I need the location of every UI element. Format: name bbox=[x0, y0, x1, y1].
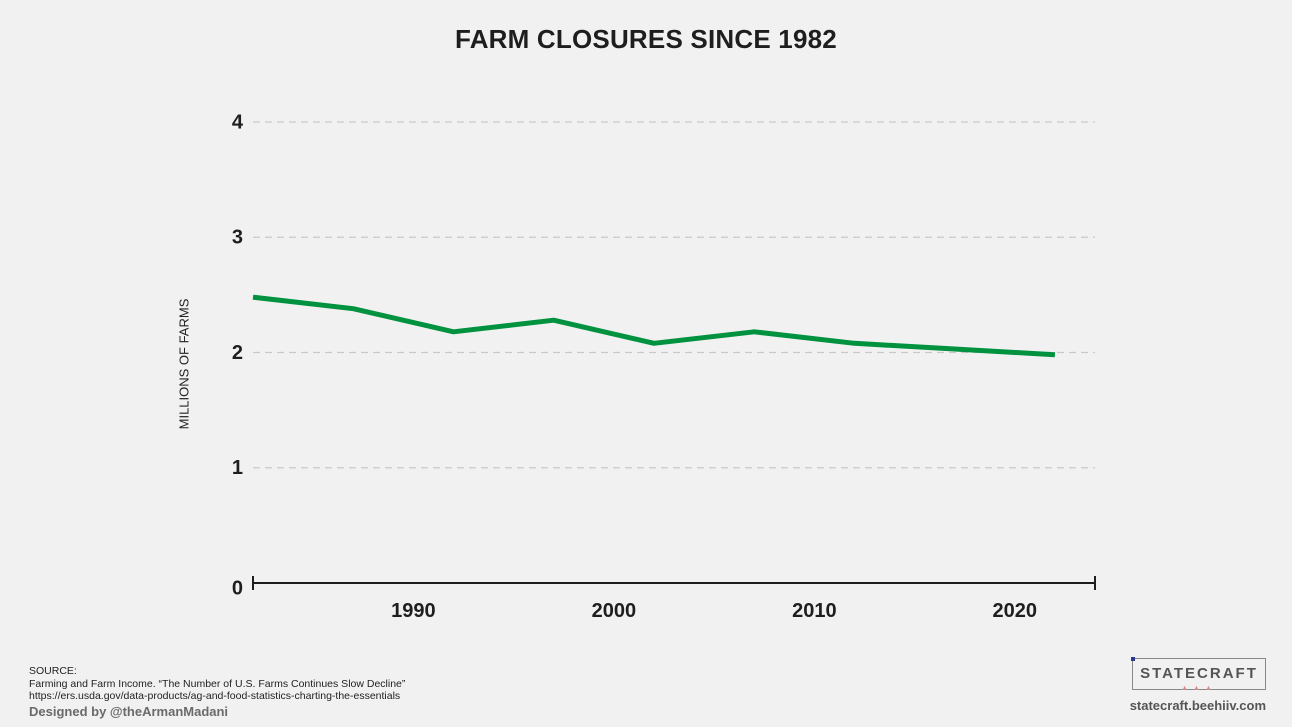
statecraft-logo: STATECRAFT ▲▲▲ bbox=[1131, 657, 1266, 692]
source-note: SOURCE: Farming and Farm Income. “The Nu… bbox=[29, 665, 405, 703]
logo-dot bbox=[1131, 657, 1135, 661]
source-title: Farming and Farm Income. “The Number of … bbox=[29, 677, 406, 690]
gridlines bbox=[253, 121, 1095, 469]
designer-credit: Designed by @theArmanMadani bbox=[29, 704, 229, 719]
series-line-0 bbox=[252, 294, 1056, 358]
logo-triangles: ▲▲▲ bbox=[1181, 685, 1217, 692]
brand-url: statecraft.beehiiv.com bbox=[1129, 698, 1266, 713]
y-tick-label: 0 bbox=[232, 577, 243, 599]
y-tick-label: 4 bbox=[232, 111, 244, 133]
x-tick-label: 2000 bbox=[592, 600, 637, 622]
x-axis-ticks: 1990 2000 2010 2020 bbox=[391, 600, 1037, 622]
y-tick-label: 3 bbox=[232, 227, 243, 249]
x-tick-label: 2010 bbox=[792, 600, 837, 622]
logo-wordmark: STATECRAFT bbox=[1140, 665, 1258, 682]
x-tick-label: 2020 bbox=[993, 600, 1038, 622]
source-url: https://ers.usda.gov/data-products/ag-an… bbox=[29, 690, 401, 702]
y-axis-ticks: 0 1 2 3 4 bbox=[232, 111, 244, 599]
chart-title: FARM CLOSURES SINCE 1982 bbox=[455, 24, 837, 54]
source-heading: SOURCE: bbox=[29, 665, 77, 677]
y-tick-label: 1 bbox=[232, 457, 243, 479]
series-layer bbox=[252, 294, 1056, 358]
x-axis bbox=[252, 576, 1096, 590]
y-axis-label: MILLIONS OF FARMS bbox=[176, 298, 192, 430]
x-tick-label: 1990 bbox=[391, 600, 436, 622]
y-tick-label: 2 bbox=[232, 342, 243, 364]
